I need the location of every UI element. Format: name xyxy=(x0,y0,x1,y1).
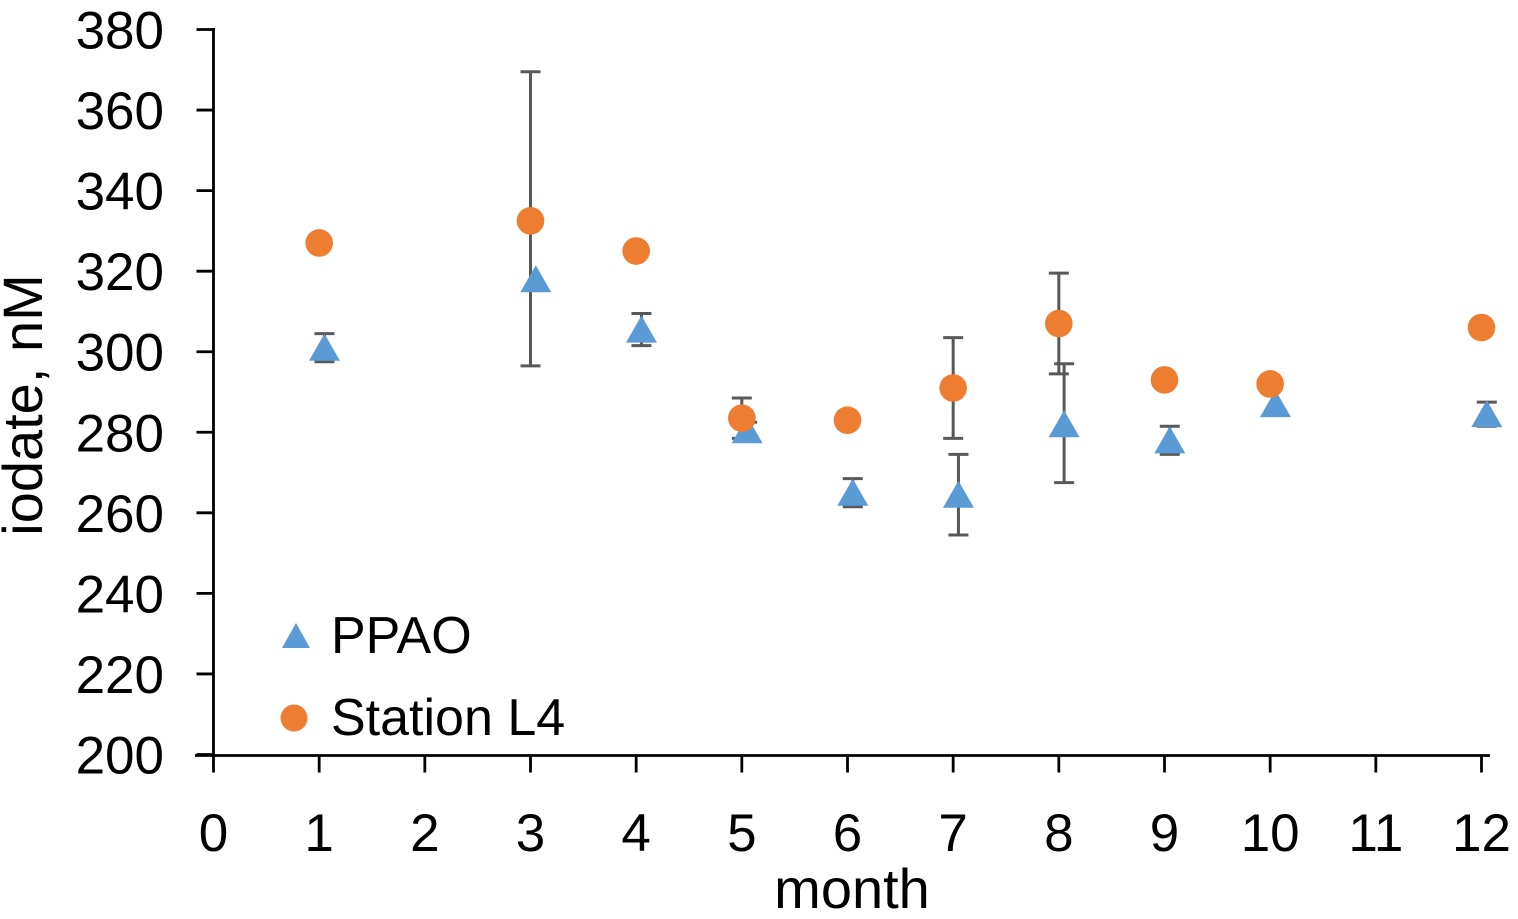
data-point-circle xyxy=(833,406,862,434)
y-tick-label: 380 xyxy=(76,2,164,61)
y-tick-label: 320 xyxy=(76,243,164,302)
x-tick-label: 10 xyxy=(1241,804,1300,863)
x-tick-label: 3 xyxy=(516,804,545,863)
data-point-circle xyxy=(1467,313,1496,342)
axes xyxy=(195,28,1490,773)
data-point-triangle xyxy=(308,333,340,361)
x-tick-label: 4 xyxy=(621,804,650,863)
x-tick-label: 6 xyxy=(833,804,862,863)
legend-item-station-l4: Station L4 xyxy=(280,689,565,747)
y-tick-label: 220 xyxy=(76,646,164,705)
x-tick-label: 7 xyxy=(938,804,967,863)
data-point-circle xyxy=(728,404,756,432)
error-bars xyxy=(314,70,1497,537)
data-point-circle xyxy=(1150,366,1179,394)
data-point-circle xyxy=(1256,370,1284,398)
legend-label-station-l4: Station L4 xyxy=(331,689,565,747)
y-tick-label: 360 xyxy=(76,82,164,141)
data-point-triangle xyxy=(837,478,869,506)
legend-label-ppao: PPAO xyxy=(331,607,472,665)
data-point-triangle xyxy=(1471,400,1503,428)
y-tick-label: 300 xyxy=(76,324,164,383)
data-point-circle xyxy=(939,374,967,402)
data-point-triangle xyxy=(1259,390,1291,418)
x-tick-label: 1 xyxy=(304,804,333,863)
station-l4-circle-icon xyxy=(280,704,308,732)
data-point-circle xyxy=(305,229,333,257)
data-point-triangle xyxy=(942,480,974,508)
x-axis-title: month xyxy=(774,857,930,919)
ppao-triangle-icon xyxy=(282,623,310,648)
y-tick-label: 340 xyxy=(76,163,164,222)
data-point-triangle xyxy=(1154,426,1186,454)
data-point-circle xyxy=(1045,309,1073,338)
x-tick-label: 0 xyxy=(199,804,228,863)
x-tick-label: 5 xyxy=(727,804,756,863)
y-tick-label: 240 xyxy=(76,565,164,624)
data-point-circle xyxy=(622,237,650,265)
data-point-triangle xyxy=(1048,410,1080,438)
x-tick-label: 8 xyxy=(1044,804,1073,863)
x-tick-label: 11 xyxy=(1348,804,1403,863)
data-points xyxy=(305,207,1503,508)
x-tick-label: 12 xyxy=(1452,804,1511,863)
y-tick-label: 280 xyxy=(76,404,164,463)
series-station-l4 xyxy=(305,207,1496,434)
x-tick-label: 2 xyxy=(410,804,439,863)
data-point-circle xyxy=(516,207,545,235)
y-tick-label: 260 xyxy=(76,485,164,544)
legend-item-ppao: PPAO xyxy=(282,607,472,665)
series-ppao xyxy=(308,265,1503,508)
data-point-triangle xyxy=(625,315,657,343)
legend: PPAO Station L4 xyxy=(280,607,565,747)
y-axis-title: iodate, nM xyxy=(0,274,54,536)
x-tick-label: 9 xyxy=(1150,804,1179,863)
data-point-triangle xyxy=(520,265,552,293)
y-tick-label: 200 xyxy=(76,727,164,786)
